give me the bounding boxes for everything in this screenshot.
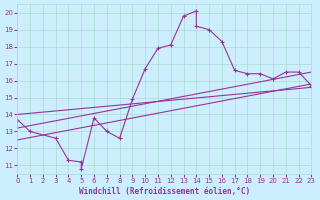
X-axis label: Windchill (Refroidissement éolien,°C): Windchill (Refroidissement éolien,°C) <box>79 187 250 196</box>
